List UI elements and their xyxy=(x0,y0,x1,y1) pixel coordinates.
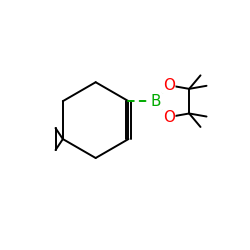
Text: B: B xyxy=(150,94,160,109)
Text: O: O xyxy=(163,110,175,124)
Text: O: O xyxy=(163,78,175,93)
